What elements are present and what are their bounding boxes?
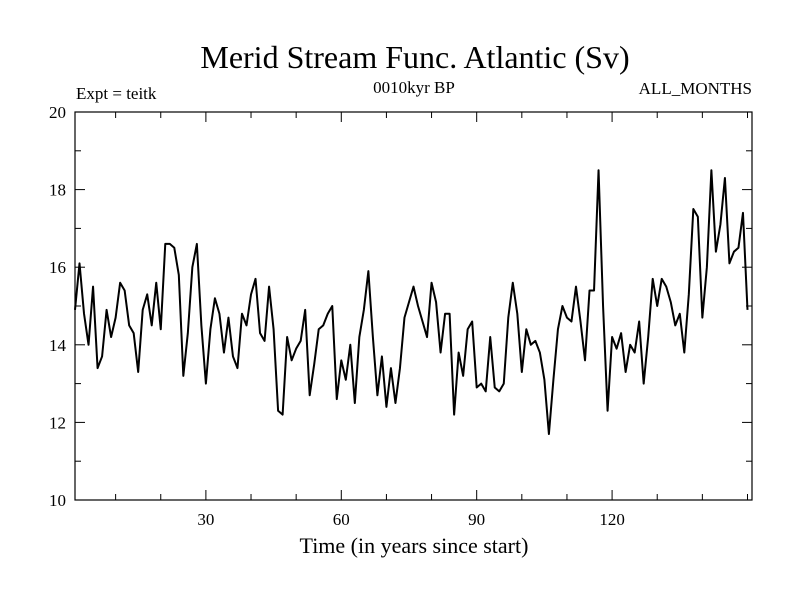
y-tick-label: 16 (49, 258, 66, 277)
axes: 30 60 90 120 10 12 14 16 18 20 (49, 103, 752, 529)
x-tick-label: 60 (333, 510, 350, 529)
x-tick-label: 120 (599, 510, 625, 529)
series-line (74, 169, 749, 436)
y-tick-label: 12 (49, 413, 66, 432)
x-tick-label: 30 (197, 510, 214, 529)
experiment-label: Expt = teitk (76, 84, 157, 103)
series-layer (74, 169, 749, 436)
chart-title: Merid Stream Func. Atlantic (Sv) (200, 39, 629, 75)
x-tick-label: 90 (468, 510, 485, 529)
y-tick-label: 14 (49, 336, 67, 355)
time-period-label: 0010kyr BP (373, 78, 455, 97)
y-tick-label: 20 (49, 103, 66, 122)
x-axis-label: Time (in years since start) (300, 533, 529, 558)
y-tick-label: 18 (49, 181, 66, 200)
y-tick-label: 10 (49, 491, 66, 510)
months-label: ALL_MONTHS (639, 79, 752, 98)
plot-frame (74, 111, 753, 501)
